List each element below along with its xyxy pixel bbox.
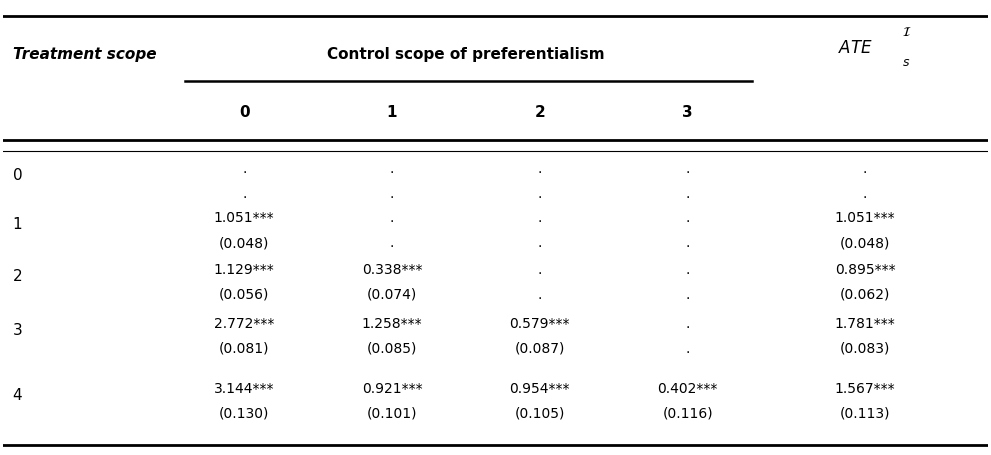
Text: $\mathcal{I}$: $\mathcal{I}$ <box>903 26 912 40</box>
Text: .: . <box>686 342 690 356</box>
Text: 1: 1 <box>13 217 22 232</box>
Text: 2.772***: 2.772*** <box>214 317 275 331</box>
Text: Treatment scope: Treatment scope <box>13 47 157 62</box>
Text: 3: 3 <box>13 323 23 338</box>
Text: .: . <box>538 288 542 302</box>
Text: (0.074): (0.074) <box>367 288 417 302</box>
Text: 0.338***: 0.338*** <box>362 263 422 277</box>
Text: .: . <box>538 187 542 201</box>
Text: (0.105): (0.105) <box>514 407 565 421</box>
Text: .: . <box>242 162 247 176</box>
Text: $\mathbf{\mathit{ATE}}$: $\mathbf{\mathit{ATE}}$ <box>837 39 873 57</box>
Text: 1: 1 <box>386 106 397 121</box>
Text: .: . <box>863 162 867 176</box>
Text: .: . <box>686 263 690 277</box>
Text: (0.062): (0.062) <box>839 288 890 302</box>
Text: Control scope of preferentialism: Control scope of preferentialism <box>327 47 605 62</box>
Text: 3.144***: 3.144*** <box>214 382 275 396</box>
Text: (0.116): (0.116) <box>662 407 713 421</box>
Text: 0.895***: 0.895*** <box>834 263 895 277</box>
Text: 0.402***: 0.402*** <box>657 382 717 396</box>
Text: 4: 4 <box>13 388 22 403</box>
Text: 0: 0 <box>239 106 250 121</box>
Text: 0.921***: 0.921*** <box>362 382 422 396</box>
Text: .: . <box>863 187 867 201</box>
Text: (0.113): (0.113) <box>839 407 890 421</box>
Text: (0.101): (0.101) <box>367 407 417 421</box>
Text: .: . <box>389 187 394 201</box>
Text: 1.051***: 1.051*** <box>214 212 275 225</box>
Text: 0.579***: 0.579*** <box>509 317 570 331</box>
Text: .: . <box>389 162 394 176</box>
Text: 0.954***: 0.954*** <box>509 382 570 396</box>
Text: (0.085): (0.085) <box>367 342 417 356</box>
Text: 2: 2 <box>534 106 545 121</box>
Text: .: . <box>686 317 690 331</box>
Text: .: . <box>686 162 690 176</box>
Text: .: . <box>686 187 690 201</box>
Text: (0.083): (0.083) <box>839 342 890 356</box>
Text: 0: 0 <box>13 167 22 182</box>
Text: (0.087): (0.087) <box>514 342 565 356</box>
Text: .: . <box>538 263 542 277</box>
Text: 1.781***: 1.781*** <box>834 317 896 331</box>
Text: 1.258***: 1.258*** <box>362 317 422 331</box>
Text: .: . <box>242 187 247 201</box>
Text: $s$: $s$ <box>903 56 911 69</box>
Text: (0.081): (0.081) <box>219 342 270 356</box>
Text: (0.048): (0.048) <box>839 236 890 250</box>
Text: (0.056): (0.056) <box>219 288 270 302</box>
Text: 2: 2 <box>13 269 22 284</box>
Text: .: . <box>538 212 542 225</box>
Text: 1.051***: 1.051*** <box>834 212 895 225</box>
Text: .: . <box>389 236 394 250</box>
Text: .: . <box>686 236 690 250</box>
Text: .: . <box>538 162 542 176</box>
Text: .: . <box>686 212 690 225</box>
Text: .: . <box>389 212 394 225</box>
Text: 3: 3 <box>683 106 693 121</box>
Text: (0.048): (0.048) <box>219 236 270 250</box>
Text: (0.130): (0.130) <box>219 407 270 421</box>
Text: 1.129***: 1.129*** <box>214 263 275 277</box>
Text: 1.567***: 1.567*** <box>834 382 895 396</box>
Text: .: . <box>538 236 542 250</box>
Text: .: . <box>686 288 690 302</box>
